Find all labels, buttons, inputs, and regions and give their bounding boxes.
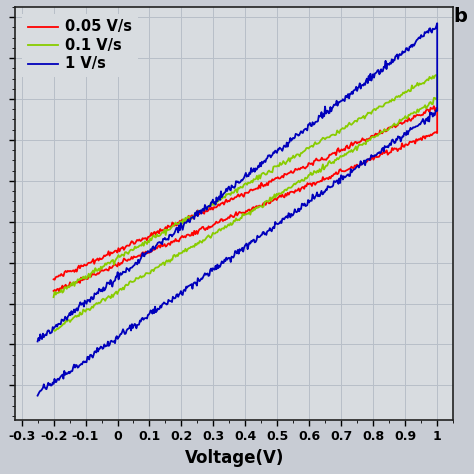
- 0.05 V/s: [240, 210, 246, 216]
- 0.05 V/s: [268, 198, 274, 204]
- 0.05 V/s: [295, 187, 301, 193]
- 1 V/s: [264, 155, 270, 161]
- Line: 0.05 V/s: 0.05 V/s: [54, 106, 437, 292]
- 0.1 V/s: [51, 327, 56, 333]
- 0.1 V/s: [433, 72, 439, 78]
- 0.1 V/s: [295, 179, 301, 185]
- 0.1 V/s: [219, 196, 225, 201]
- 0.05 V/s: [312, 158, 318, 164]
- 1 V/s: [434, 20, 440, 26]
- 1 V/s: [231, 185, 237, 191]
- 0.1 V/s: [51, 294, 56, 300]
- 1 V/s: [35, 393, 40, 399]
- 0.05 V/s: [51, 276, 56, 282]
- 0.05 V/s: [51, 288, 56, 294]
- 1 V/s: [243, 241, 249, 247]
- 0.1 V/s: [312, 139, 318, 145]
- 0.05 V/s: [219, 201, 225, 206]
- 0.05 V/s: [431, 103, 437, 109]
- 1 V/s: [122, 331, 128, 337]
- 0.05 V/s: [56, 289, 62, 294]
- Legend: 0.05 V/s, 0.1 V/s, 1 V/s: 0.05 V/s, 0.1 V/s, 1 V/s: [22, 14, 138, 77]
- 0.05 V/s: [124, 243, 130, 248]
- 1 V/s: [35, 338, 40, 344]
- 0.1 V/s: [268, 198, 274, 204]
- Text: b: b: [453, 7, 467, 26]
- 0.1 V/s: [240, 211, 246, 217]
- 1 V/s: [376, 149, 382, 155]
- 0.1 V/s: [52, 328, 57, 334]
- X-axis label: Voltage(V): Voltage(V): [184, 449, 284, 467]
- 0.1 V/s: [124, 250, 130, 256]
- 1 V/s: [143, 251, 149, 256]
- Line: 1 V/s: 1 V/s: [37, 23, 437, 396]
- Line: 0.1 V/s: 0.1 V/s: [54, 75, 437, 331]
